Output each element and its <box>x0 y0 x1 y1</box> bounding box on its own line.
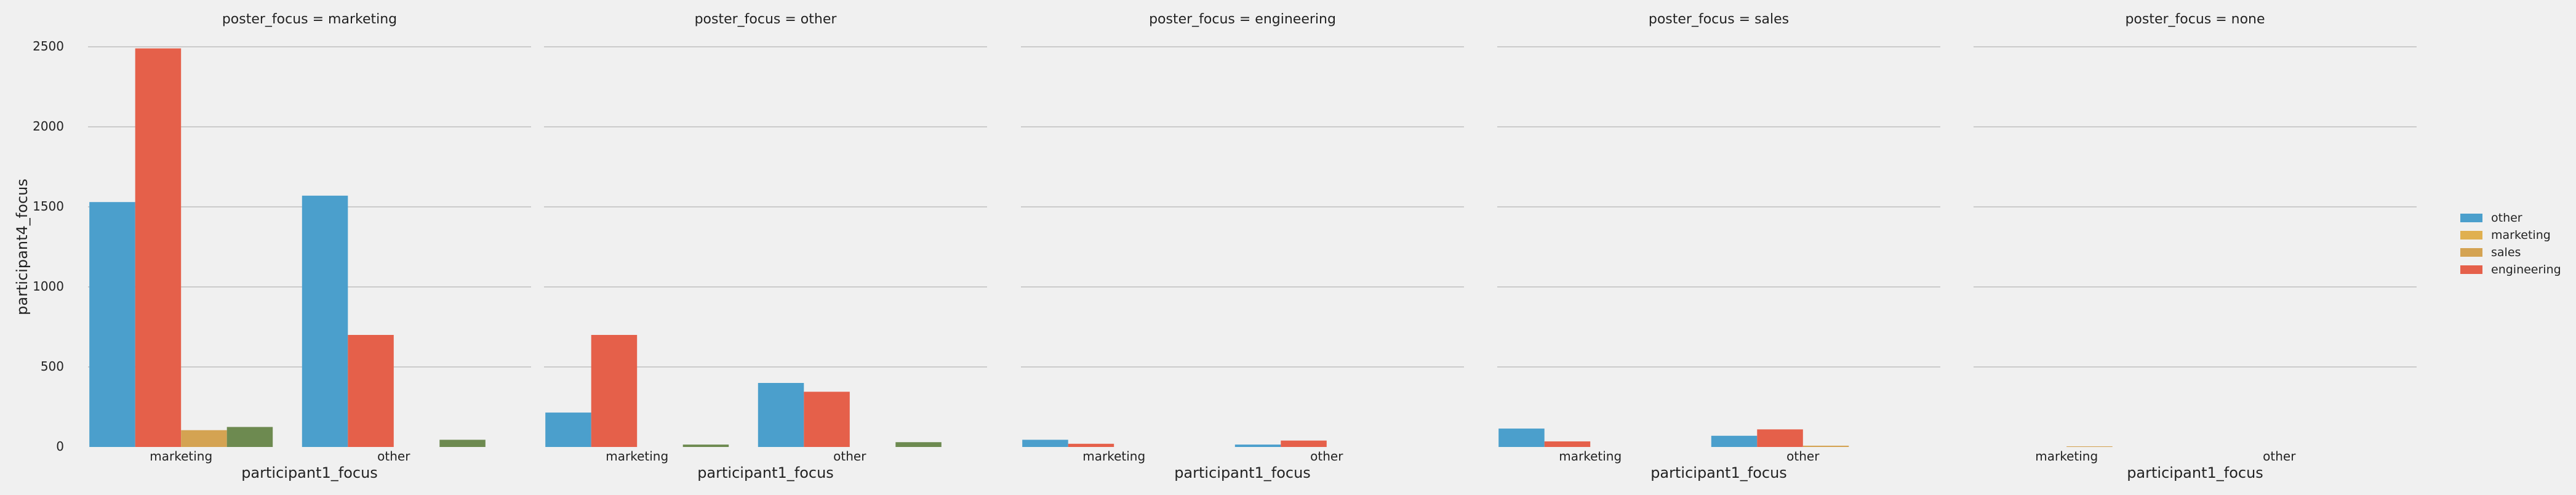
x-tick-label: other <box>2263 449 2296 464</box>
x-tick-label: other <box>377 449 410 464</box>
bar <box>545 412 591 447</box>
x-tick-label: marketing <box>1082 449 1145 464</box>
legend-swatch <box>2460 214 2482 222</box>
x-axis-label: participant1_focus <box>241 464 378 481</box>
bar <box>89 202 135 447</box>
legend-swatch <box>2460 231 2482 239</box>
legend-label: sales <box>2491 246 2521 259</box>
x-axis-label: participant1_focus <box>1174 464 1311 481</box>
bar <box>1498 429 1545 447</box>
bar <box>1711 435 1758 447</box>
x-axis-label: participant1_focus <box>1650 464 1787 481</box>
legend-swatch <box>2460 248 2482 257</box>
panel-title: poster_focus = sales <box>1649 12 1789 27</box>
bar <box>682 445 729 447</box>
bar <box>591 335 638 447</box>
bar <box>348 335 394 447</box>
y-tick-label: 2500 <box>33 39 64 54</box>
bar <box>1757 429 1803 447</box>
bar <box>758 383 804 447</box>
x-tick-label: other <box>1310 449 1343 464</box>
bar <box>226 427 273 447</box>
y-tick-label: 0 <box>56 439 64 454</box>
y-tick-label: 1500 <box>33 199 64 214</box>
x-tick-label: marketing <box>150 449 212 464</box>
bar <box>1068 443 1114 447</box>
y-tick-label: 1000 <box>33 279 64 294</box>
legend-label: engineering <box>2491 263 2561 276</box>
x-tick-label: other <box>833 449 866 464</box>
panel-title: poster_focus = none <box>2125 12 2265 27</box>
y-tick-label: 500 <box>41 359 64 374</box>
bar <box>302 195 348 447</box>
bar <box>181 430 227 447</box>
bar <box>135 48 182 448</box>
y-axis-label: participant4_focus <box>14 179 31 315</box>
legend-swatch <box>2460 265 2482 274</box>
panel-title: poster_focus = engineering <box>1149 12 1336 27</box>
x-tick-label: marketing <box>1559 449 1622 464</box>
x-tick-label: other <box>1786 449 1820 464</box>
x-axis-label: participant1_focus <box>2127 464 2263 481</box>
bar <box>895 442 942 447</box>
y-tick-label: 2000 <box>33 119 64 134</box>
x-tick-label: marketing <box>606 449 668 464</box>
bar <box>1022 440 1068 447</box>
x-tick-label: marketing <box>2035 449 2098 464</box>
legend-label: marketing <box>2491 228 2551 242</box>
bar <box>1281 440 1327 447</box>
bar <box>439 440 486 447</box>
legend-label: other <box>2491 211 2522 225</box>
x-axis-label: participant1_focus <box>697 464 834 481</box>
bar <box>1544 441 1591 447</box>
panel-title: poster_focus = marketing <box>222 12 397 27</box>
bar <box>1802 445 1849 447</box>
bar <box>1234 445 1281 447</box>
bar <box>804 392 850 447</box>
panel-title: poster_focus = other <box>695 12 838 27</box>
bar <box>2066 446 2113 447</box>
